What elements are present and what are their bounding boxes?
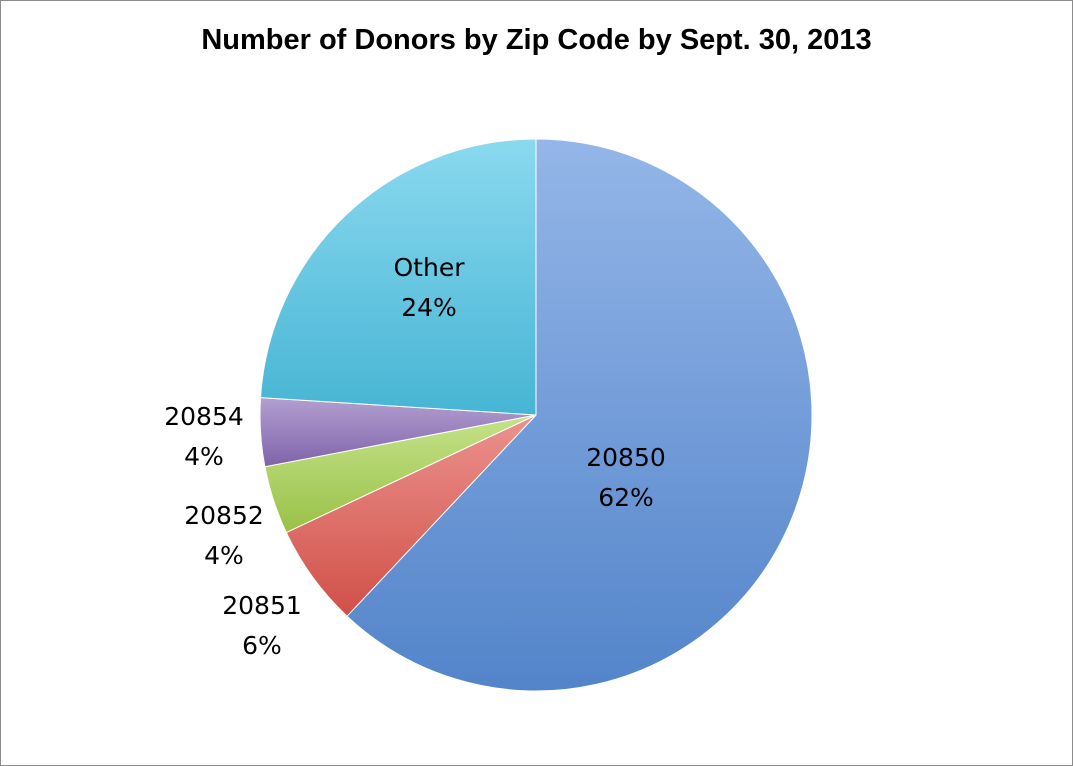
pie-slice-other bbox=[260, 138, 537, 416]
data-label-20854: 20854 4% bbox=[164, 402, 244, 471]
data-label-20851: 20851 6% bbox=[222, 591, 302, 660]
chart-title: Number of Donors by Zip Code by Sept. 30… bbox=[201, 24, 872, 56]
pie-slice-20850 bbox=[346, 138, 813, 692]
data-label-other: Other 24% bbox=[394, 253, 466, 322]
data-label-20852: 20852 4% bbox=[184, 501, 264, 570]
data-label-20850: 20850 62% bbox=[586, 443, 666, 512]
